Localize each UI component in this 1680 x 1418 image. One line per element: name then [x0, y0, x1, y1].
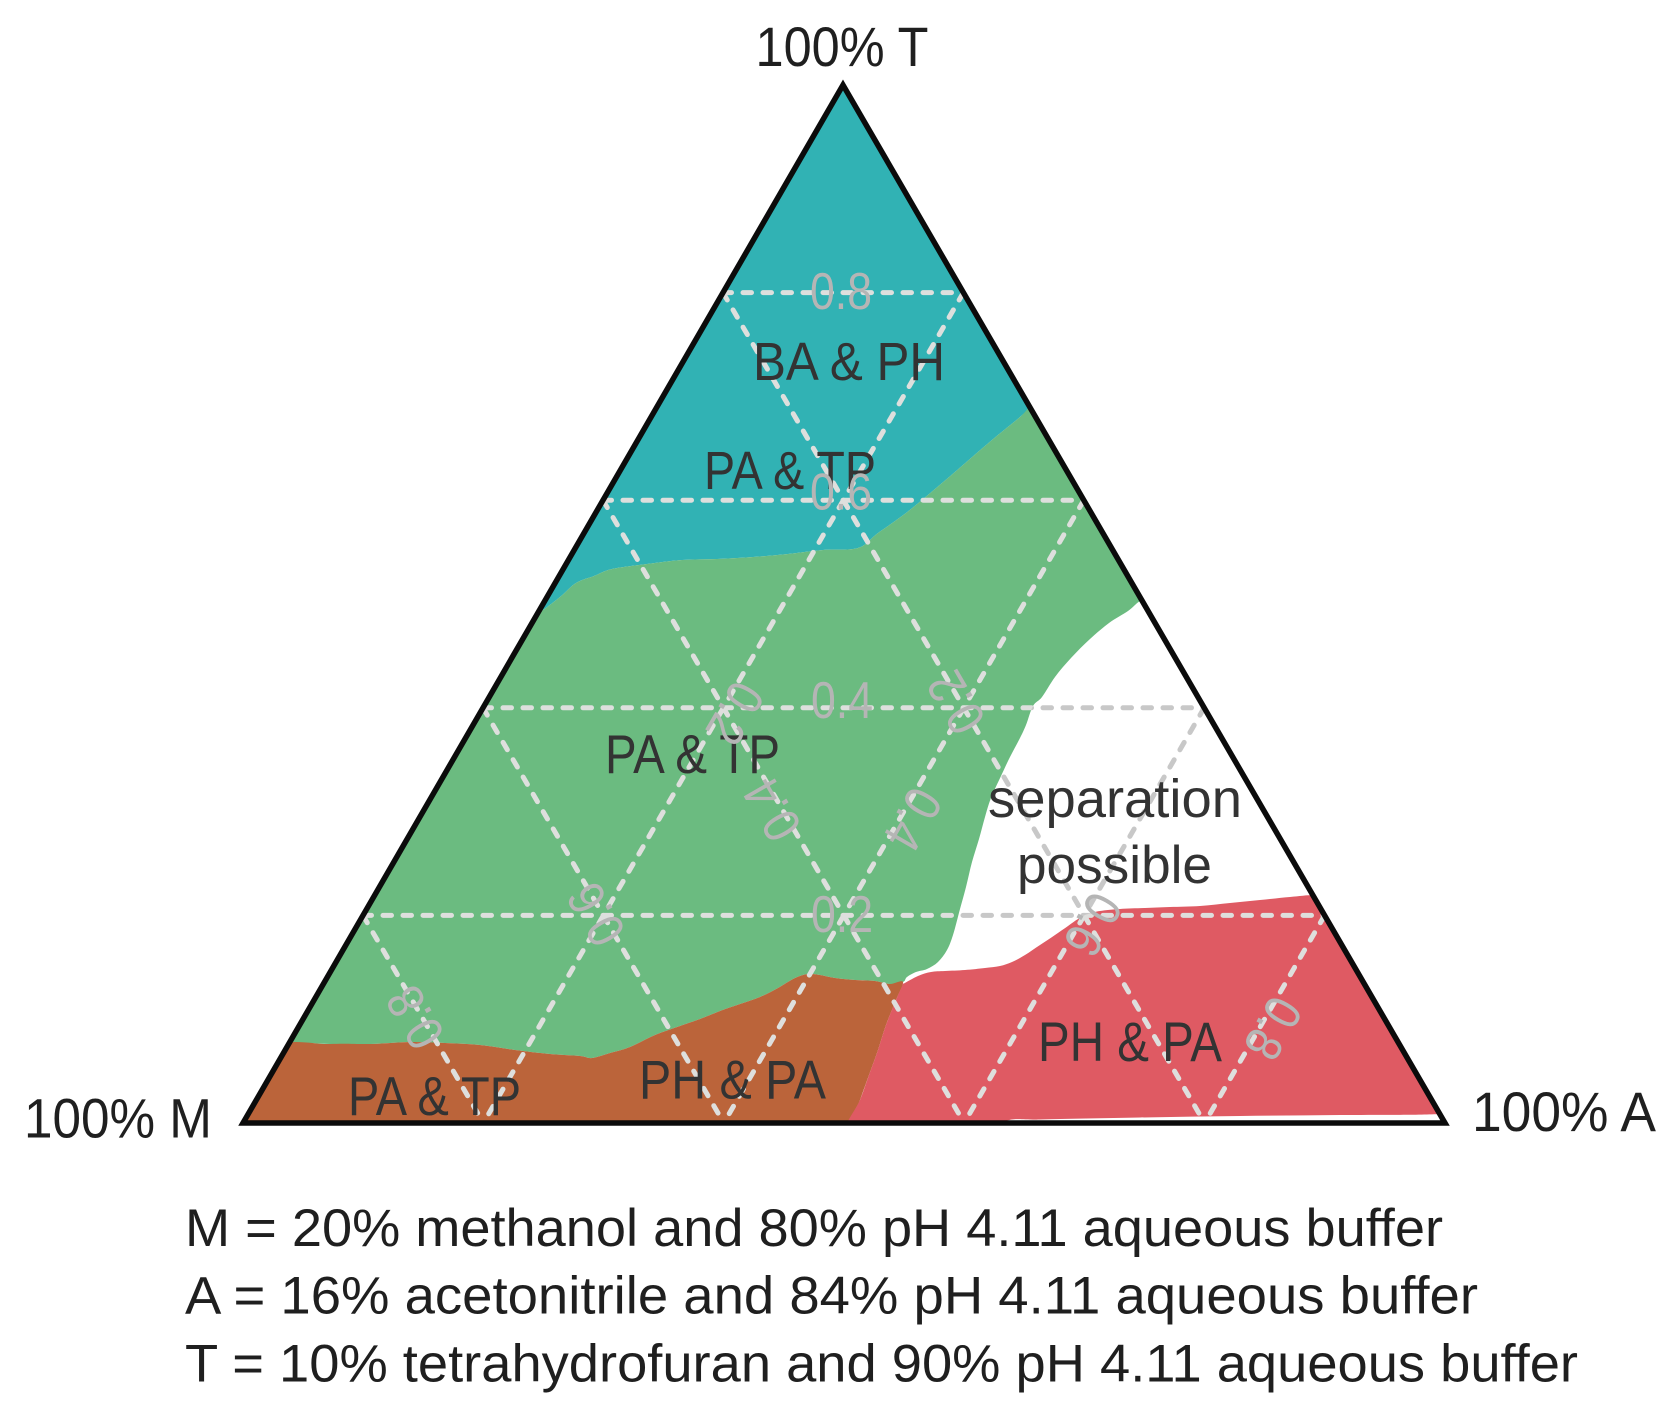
- svg-text:BA & PH: BA & PH: [753, 332, 945, 392]
- svg-text:possible: possible: [1017, 836, 1212, 895]
- svg-text:PA & TP: PA & TP: [348, 1065, 521, 1127]
- svg-text:100% A: 100% A: [1472, 1080, 1657, 1143]
- svg-text:separation: separation: [988, 769, 1242, 829]
- svg-text:A = 16% acetonitrile and 84% p: A = 16% acetonitrile and 84% pH 4.11 aqu…: [185, 1267, 1478, 1326]
- svg-text:100% T: 100% T: [756, 15, 929, 78]
- svg-text:T = 10% tetrahydrofuran and 90: T = 10% tetrahydrofuran and 90% pH 4.11 …: [185, 1335, 1578, 1394]
- svg-text:PH & PA: PH & PA: [639, 1049, 826, 1111]
- svg-text:0.4: 0.4: [811, 672, 873, 730]
- svg-text:PH & PA: PH & PA: [1038, 1010, 1223, 1073]
- svg-text:0.2: 0.2: [811, 886, 873, 944]
- svg-text:M = 20% methanol and 80% pH 4.: M = 20% methanol and 80% pH 4.11 aqueous…: [185, 1199, 1443, 1258]
- svg-text:PA & TP: PA & TP: [605, 723, 780, 785]
- svg-text:0.6: 0.6: [810, 464, 872, 522]
- svg-text:0.8: 0.8: [810, 263, 872, 321]
- svg-text:100% M: 100% M: [24, 1087, 212, 1150]
- svg-text:PA & TP: PA & TP: [704, 442, 876, 501]
